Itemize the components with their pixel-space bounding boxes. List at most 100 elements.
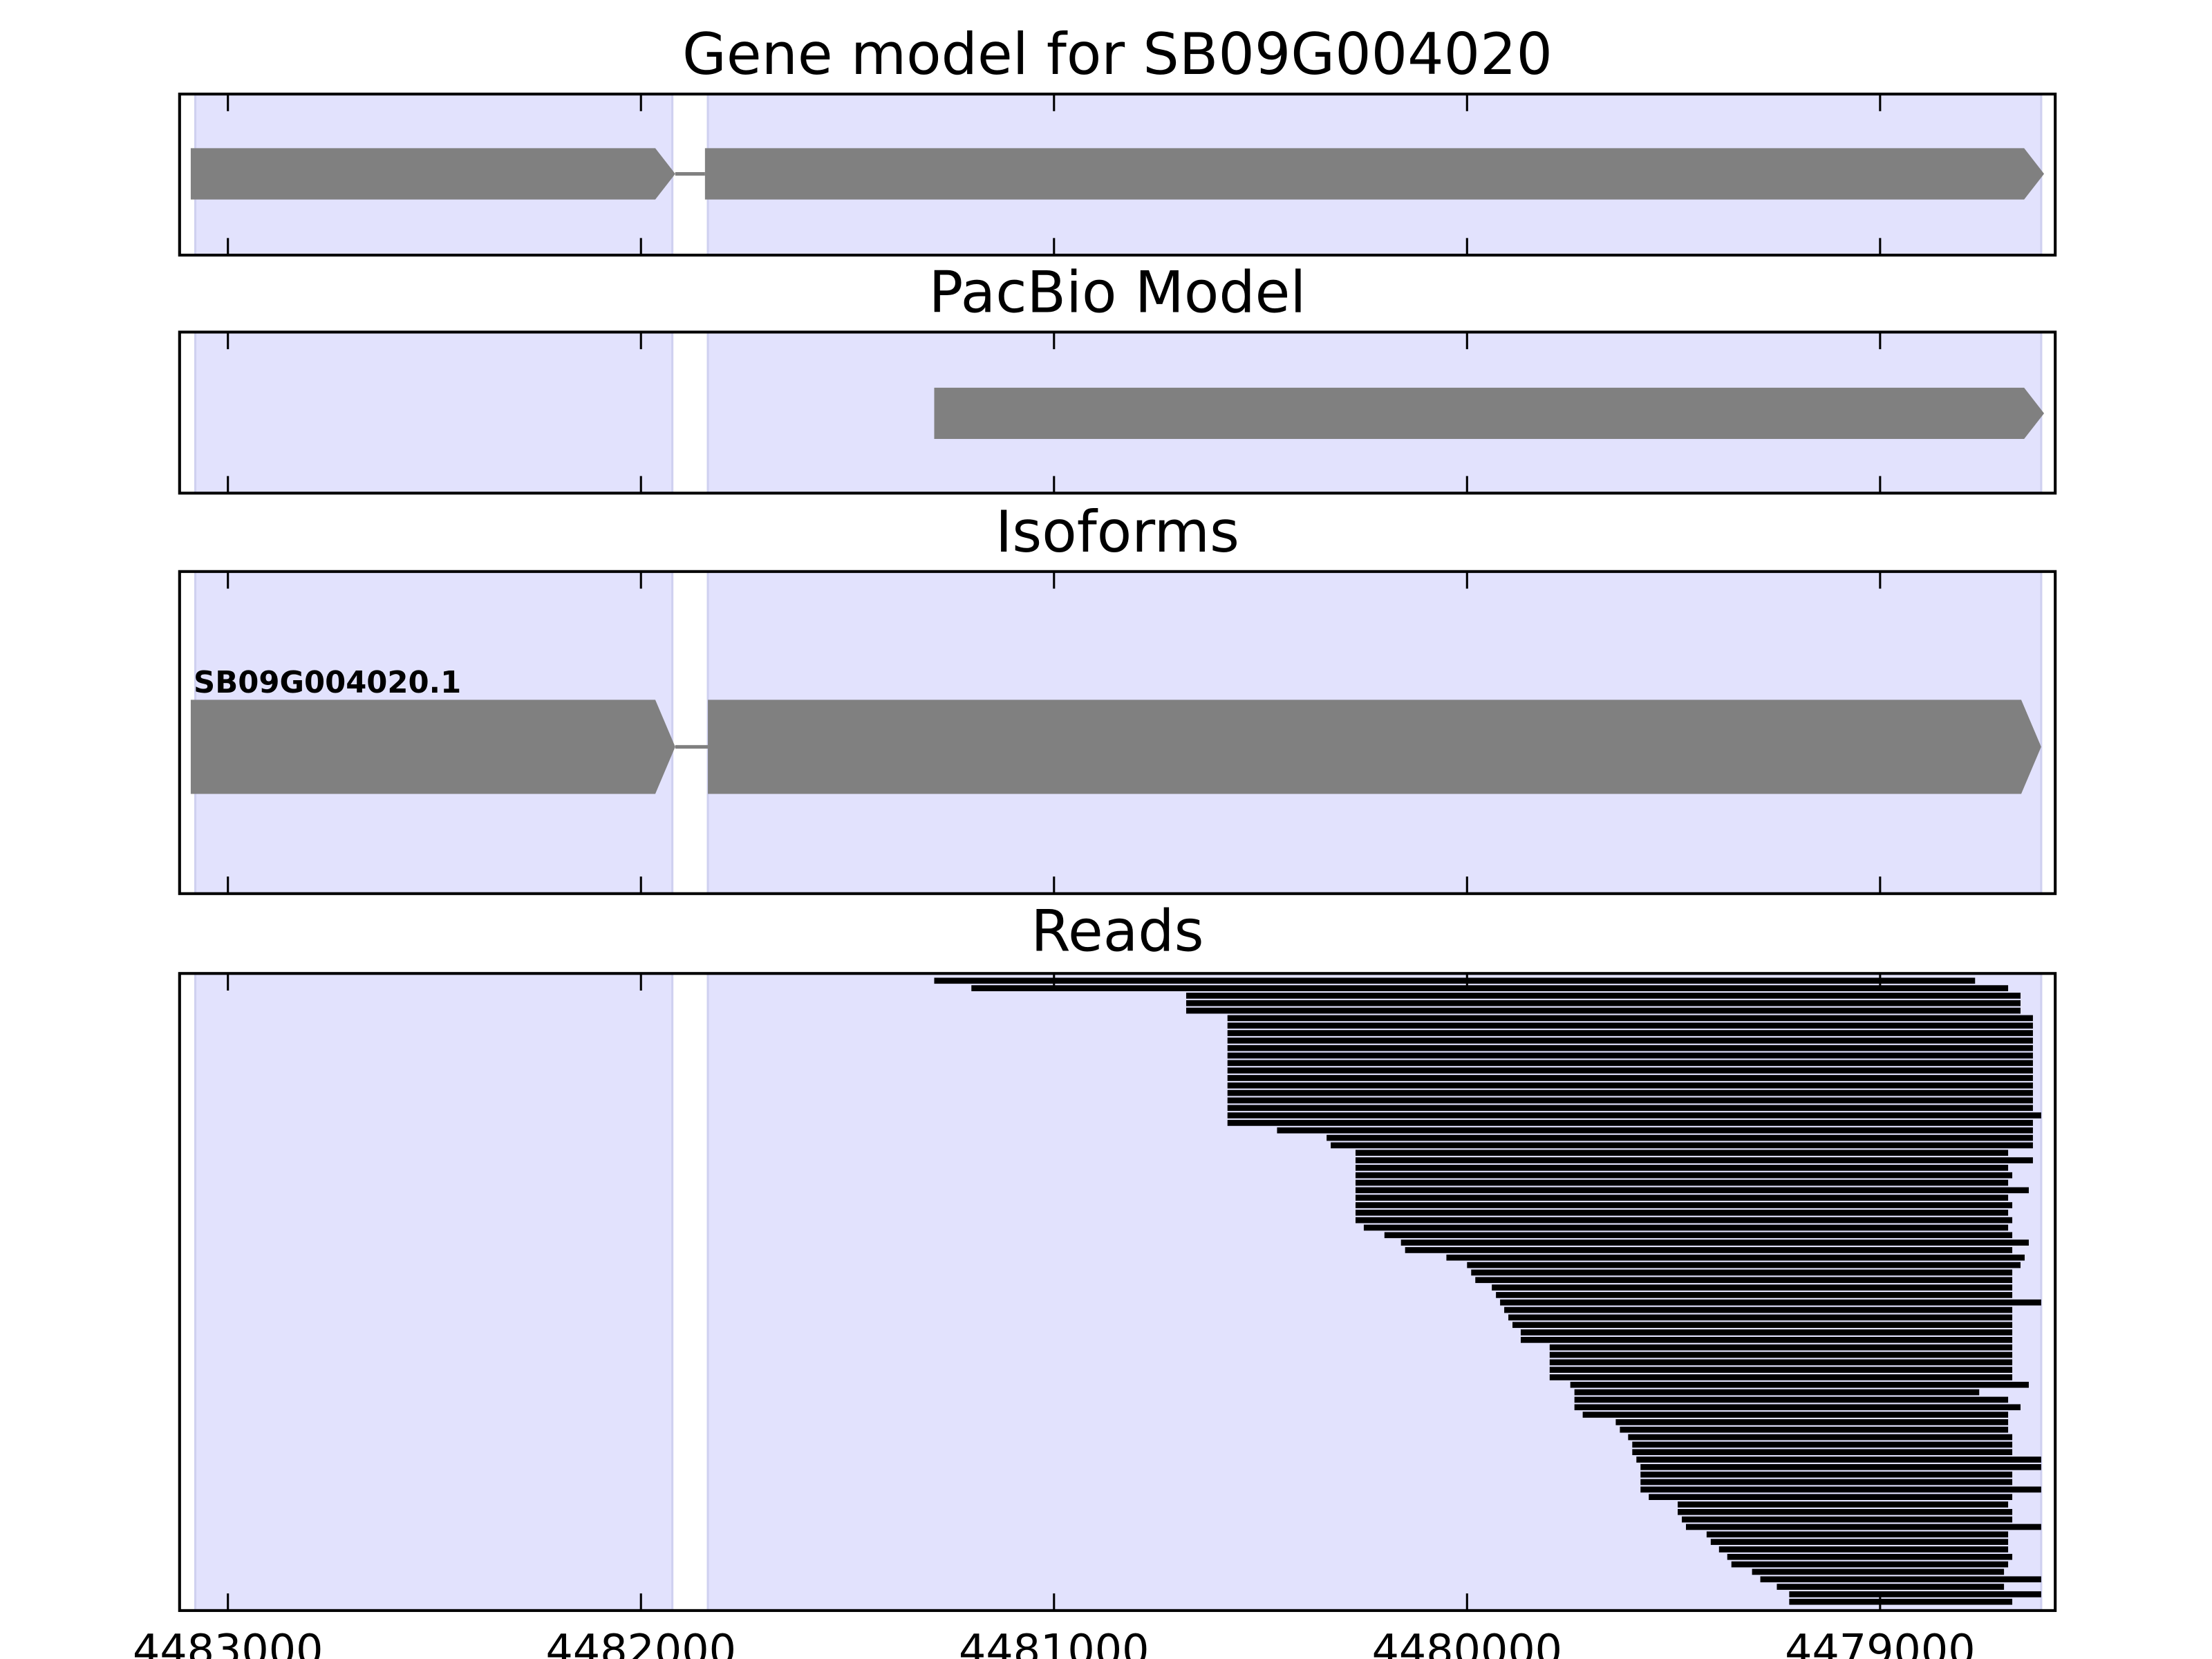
read xyxy=(1446,1254,2025,1261)
read xyxy=(1363,1224,2009,1231)
read xyxy=(1227,1022,2033,1029)
read xyxy=(1549,1367,2013,1373)
read xyxy=(1789,1598,2013,1605)
shaded-region xyxy=(194,330,674,494)
read xyxy=(1777,1584,2005,1590)
read xyxy=(1520,1329,2013,1335)
panel-frame xyxy=(178,330,2057,495)
read xyxy=(1227,1120,2033,1126)
read xyxy=(1355,1157,2033,1163)
read xyxy=(1727,1553,2013,1560)
read xyxy=(1649,1494,2013,1500)
read xyxy=(1227,1105,2033,1112)
read xyxy=(1760,1576,2041,1583)
read xyxy=(1327,1134,2033,1141)
panel-frame xyxy=(178,972,2057,1612)
exon xyxy=(190,148,675,200)
read xyxy=(1520,1337,2013,1343)
read xyxy=(1185,993,2021,999)
x-tick-label: 4479000 xyxy=(1785,1625,1975,1659)
exon xyxy=(708,700,2041,794)
x-tick-label: 4480000 xyxy=(1372,1625,1562,1659)
read xyxy=(1640,1479,2013,1485)
read xyxy=(1355,1210,2009,1216)
read xyxy=(971,985,2009,991)
read xyxy=(1277,1127,2033,1134)
read xyxy=(1227,1075,2033,1081)
read xyxy=(1549,1359,2013,1366)
read xyxy=(1706,1531,2009,1538)
read xyxy=(1574,1404,2021,1411)
read xyxy=(1355,1150,2009,1156)
read xyxy=(1731,1561,2009,1568)
read xyxy=(1355,1179,2009,1186)
panel-frame xyxy=(178,93,2057,257)
panel-frame xyxy=(178,570,2057,895)
read xyxy=(1355,1202,2013,1208)
read xyxy=(1574,1396,2009,1403)
read xyxy=(1227,1082,2033,1089)
read xyxy=(1355,1165,2009,1171)
read xyxy=(1355,1217,2013,1224)
read xyxy=(1570,1381,2029,1388)
read xyxy=(1227,1089,2033,1096)
read xyxy=(1227,1112,2041,1118)
panel-title: PacBio Model xyxy=(929,260,1306,326)
read xyxy=(1384,1232,2013,1239)
read xyxy=(1549,1351,2013,1358)
panel-title: Reads xyxy=(1031,898,1203,964)
read xyxy=(1405,1247,2013,1253)
read xyxy=(1227,1038,2033,1044)
read xyxy=(1227,1067,2033,1074)
read xyxy=(1331,1142,2033,1149)
read xyxy=(1227,1015,2033,1022)
read xyxy=(1628,1434,2013,1441)
read xyxy=(1227,1060,2033,1067)
read xyxy=(1185,1007,2021,1014)
read xyxy=(1636,1456,2041,1463)
exon xyxy=(934,387,2045,440)
read xyxy=(1718,1546,2009,1553)
read xyxy=(1185,1000,2021,1006)
read xyxy=(1640,1486,2041,1493)
read xyxy=(1615,1419,2009,1425)
read xyxy=(1227,1030,2033,1036)
read xyxy=(1574,1389,1980,1396)
read xyxy=(1355,1194,2009,1201)
isoform-label: SB09G004020.1 xyxy=(194,666,461,700)
read xyxy=(1227,1052,2033,1059)
read xyxy=(1508,1314,2013,1321)
read xyxy=(1632,1441,2013,1448)
read xyxy=(1496,1292,2013,1298)
read xyxy=(1475,1277,2013,1284)
read xyxy=(1678,1501,2009,1508)
x-tick-label: 4482000 xyxy=(546,1625,736,1659)
read xyxy=(1355,1172,2013,1179)
read xyxy=(1467,1262,2021,1268)
read xyxy=(1640,1471,2013,1478)
read xyxy=(1686,1524,2041,1530)
read xyxy=(1682,1516,2013,1523)
read xyxy=(1471,1269,2013,1276)
read xyxy=(1710,1539,2009,1545)
read xyxy=(1500,1299,2041,1306)
panel-title: Gene model for SB09G004020 xyxy=(682,21,1553,88)
read xyxy=(1789,1591,2041,1597)
read xyxy=(1582,1412,2009,1418)
read xyxy=(1504,1306,2013,1313)
read xyxy=(1512,1322,2013,1329)
read xyxy=(1678,1508,2013,1515)
x-tick-label: 4483000 xyxy=(133,1625,323,1659)
exon xyxy=(704,148,2045,200)
read xyxy=(1632,1449,2013,1456)
read xyxy=(934,977,1976,984)
exon xyxy=(190,700,675,794)
read xyxy=(1400,1239,2029,1246)
read xyxy=(1640,1464,2041,1470)
read xyxy=(1355,1187,2029,1194)
read xyxy=(1492,1284,2013,1291)
read xyxy=(1549,1344,2013,1351)
panel-title: Isoforms xyxy=(995,499,1239,565)
read xyxy=(1620,1426,2009,1433)
